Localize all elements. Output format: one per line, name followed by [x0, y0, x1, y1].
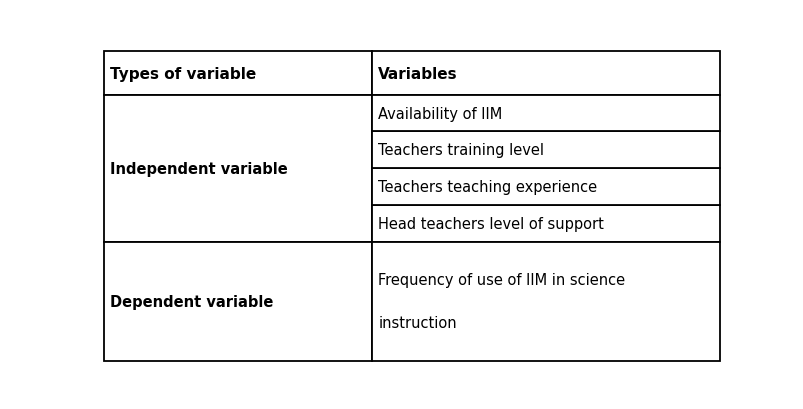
- Text: instruction: instruction: [377, 315, 456, 330]
- Bar: [104, 52, 372, 95]
- Text: Teachers teaching experience: Teachers teaching experience: [377, 180, 597, 195]
- Text: Frequency of use of IIM in science: Frequency of use of IIM in science: [377, 272, 625, 288]
- Text: Types of variable: Types of variable: [110, 66, 256, 81]
- Bar: [104, 242, 372, 361]
- Bar: [372, 95, 719, 132]
- Bar: [372, 242, 719, 361]
- Bar: [372, 205, 719, 242]
- Text: Availability of IIM: Availability of IIM: [377, 106, 502, 121]
- Text: Head teachers level of support: Head teachers level of support: [377, 216, 603, 231]
- Bar: [372, 132, 719, 169]
- Bar: [372, 169, 719, 205]
- Text: Dependent variable: Dependent variable: [110, 294, 273, 309]
- Bar: [104, 95, 372, 242]
- Text: Independent variable: Independent variable: [110, 161, 287, 176]
- Bar: [372, 52, 719, 95]
- Text: Variables: Variables: [377, 66, 457, 81]
- Text: Teachers training level: Teachers training level: [377, 143, 544, 158]
